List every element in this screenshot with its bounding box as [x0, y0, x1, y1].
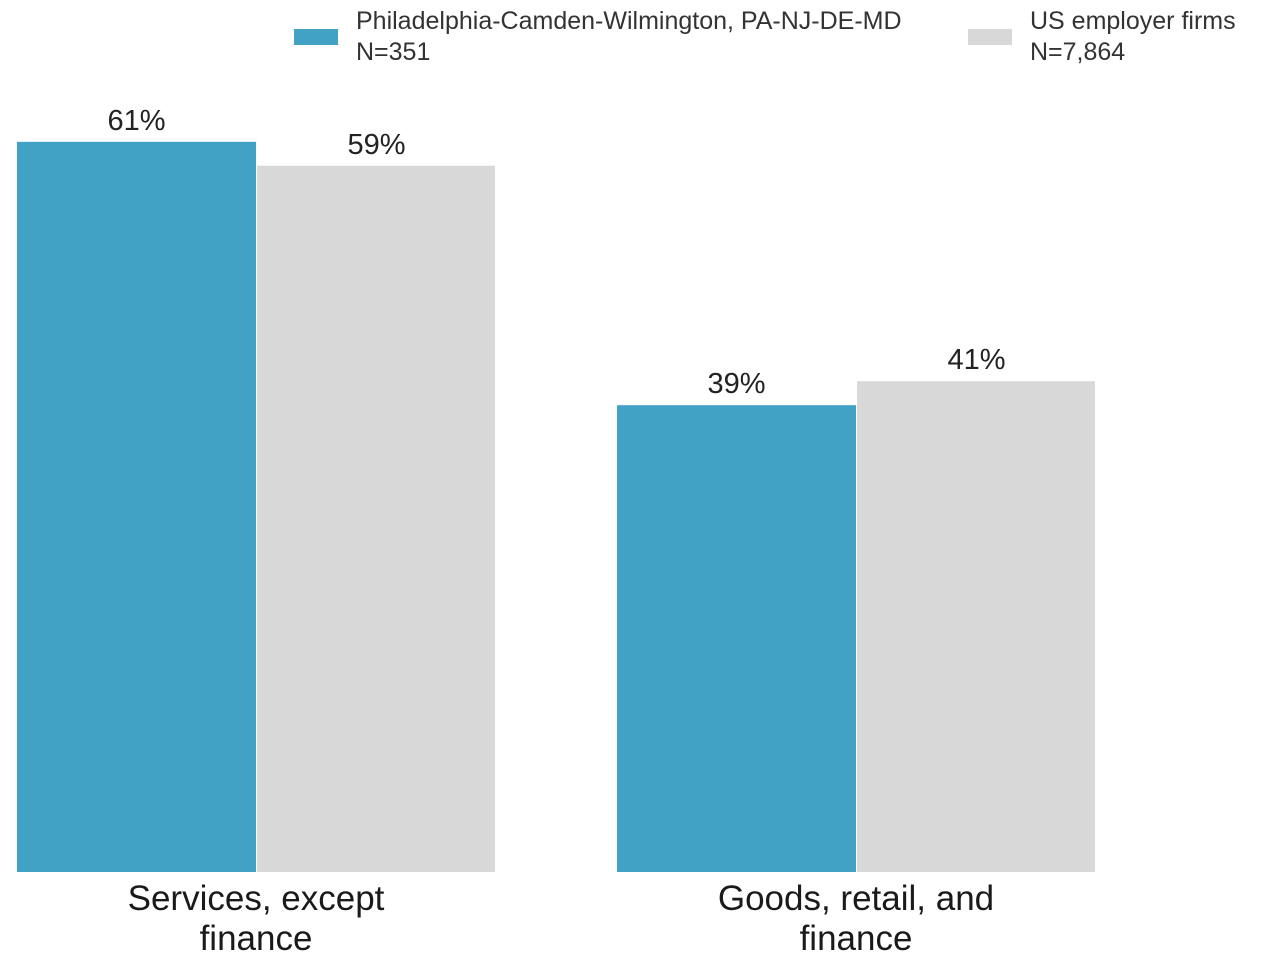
- value-label-services-except-finance-series-1: 59%: [347, 129, 405, 161]
- bar-goods-retail-and-finance-series-1: [857, 381, 1095, 872]
- category-label-line-services-except-finance-0: Services, except: [128, 879, 385, 918]
- legend-item-philadelphia: Philadelphia-Camden-Wilmington, PA-NJ-DE…: [294, 6, 902, 68]
- bar-goods-retail-and-finance-series-0: [617, 405, 856, 872]
- legend-swatch-us-employer-firms: [968, 29, 1012, 45]
- legend-series-sample-us-employer-firms: N=7,864: [1030, 38, 1126, 66]
- category-label-goods-retail-and-finance: Goods, retail, and finance: [718, 879, 994, 958]
- value-labels-layer: 61% 59% 39% 41%: [107, 105, 1005, 400]
- category-label-line-goods-retail-and-finance-1: finance: [800, 919, 913, 958]
- value-label-goods-retail-and-finance-series-0: 39%: [707, 368, 765, 400]
- bar-services-except-finance-series-1: [257, 165, 495, 872]
- legend-label-philadelphia: Philadelphia-Camden-Wilmington, PA-NJ-DE…: [356, 6, 902, 68]
- legend: Philadelphia-Camden-Wilmington, PA-NJ-DE…: [0, 6, 1280, 76]
- legend-swatch-philadelphia: [294, 29, 338, 45]
- legend-label-us-employer-firms: US employer firms N=7,864: [1030, 6, 1236, 68]
- legend-series-sample-philadelphia: N=351: [356, 38, 431, 66]
- bars-layer: [17, 141, 1095, 872]
- category-label-line-services-except-finance-1: finance: [200, 919, 313, 958]
- legend-item-us-employer-firms: US employer firms N=7,864: [968, 6, 1236, 68]
- value-label-goods-retail-and-finance-series-1: 41%: [947, 344, 1005, 376]
- legend-series-name-philadelphia: Philadelphia-Camden-Wilmington, PA-NJ-DE…: [356, 7, 902, 35]
- category-label-line-goods-retail-and-finance-0: Goods, retail, and: [718, 879, 994, 918]
- legend-series-name-us-employer-firms: US employer firms: [1030, 7, 1236, 35]
- bar-services-except-finance-series-0: [17, 141, 256, 872]
- category-label-services-except-finance: Services, except finance: [128, 879, 385, 958]
- value-label-services-except-finance-series-0: 61%: [107, 105, 165, 137]
